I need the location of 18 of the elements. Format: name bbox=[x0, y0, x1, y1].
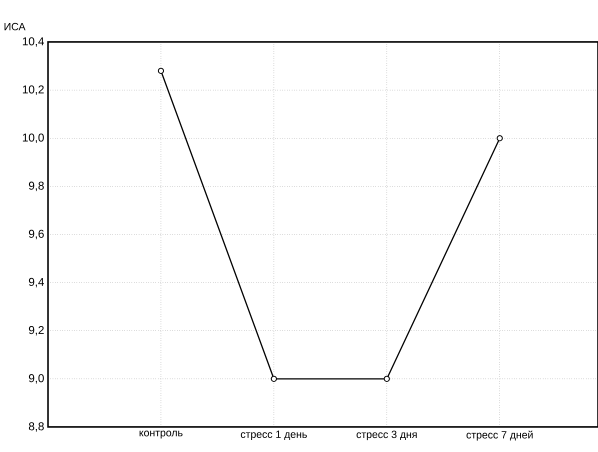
point bbox=[270, 376, 277, 382]
point bbox=[158, 68, 164, 74]
y-tick-label: 10,2 bbox=[22, 85, 44, 95]
x-tick-label: стресс 1 день bbox=[240, 430, 307, 440]
y-tick-label: 9,0 bbox=[28, 374, 44, 384]
y-axis-title: ИСА bbox=[4, 22, 26, 30]
y-tick-label: 9,8 bbox=[28, 182, 44, 192]
y-tick-label: 10,4 bbox=[22, 37, 44, 47]
point bbox=[384, 376, 390, 382]
y-tick-label: 10,0 bbox=[22, 134, 44, 143]
y-tick-label: 8,8 bbox=[28, 422, 44, 432]
y-tick-label: 9,6 bbox=[28, 230, 44, 240]
point bbox=[496, 135, 503, 142]
x-tick-label: контроль bbox=[140, 430, 183, 438]
x-tick-label: стресс 7 дней bbox=[466, 430, 533, 441]
x-tick-label: стресс 3 дня bbox=[356, 430, 417, 440]
y-tick-label: 9,4 bbox=[28, 278, 44, 288]
y-tick-label: 9,2 bbox=[28, 326, 44, 336]
